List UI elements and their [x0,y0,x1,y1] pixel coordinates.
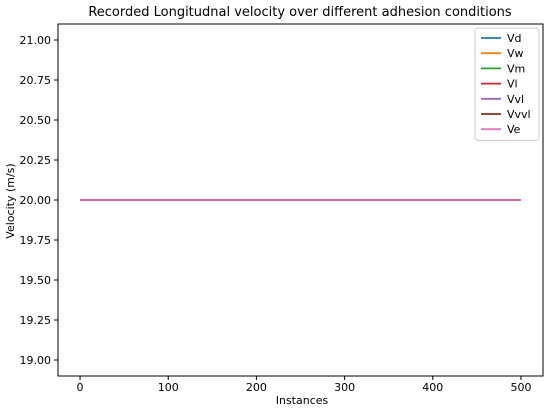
y-tick-label: 20.75 [20,74,52,87]
y-axis-label: Velocity (m/s) [4,163,17,238]
y-tick-label: 20.50 [20,114,52,127]
x-tick-label: 400 [422,381,443,394]
legend-box [474,27,540,141]
legend-label-vd: Vd [507,32,522,45]
y-tick-label: 19.25 [20,314,52,327]
y-tick-label: 20.00 [20,194,52,207]
x-tick-label: 0 [77,381,84,394]
legend-label-vl: Vl [507,78,518,91]
chart-title: Recorded Longitudnal velocity over diffe… [88,5,512,20]
y-tick-label: 19.00 [20,354,52,367]
y-tick-label: 21.00 [20,34,52,47]
x-tick-label: 300 [334,381,355,394]
plot-area: 0 100 200 300 400 500 19.00 19.25 19.50 19.75 20.0… [20,23,544,394]
legend-label-vvl: Vvl [507,93,524,106]
legend: Vd Vw Vm Vl Vvl Vvvl Ve [474,27,540,141]
x-tick-label: 100 [158,381,179,394]
legend-label-vw: Vw [507,47,524,60]
legend-label-ve: Ve [507,123,521,136]
x-tick-label: 200 [246,381,267,394]
legend-label-vvvl: Vvvl [507,108,531,121]
x-axis-label: Instances [276,394,329,407]
y-tick-label: 19.75 [20,234,52,247]
x-tick-label: 500 [510,381,531,394]
legend-label-vm: Vm [507,62,525,75]
y-tick-label: 20.25 [20,154,52,167]
y-tick-label: 19.50 [20,274,52,287]
